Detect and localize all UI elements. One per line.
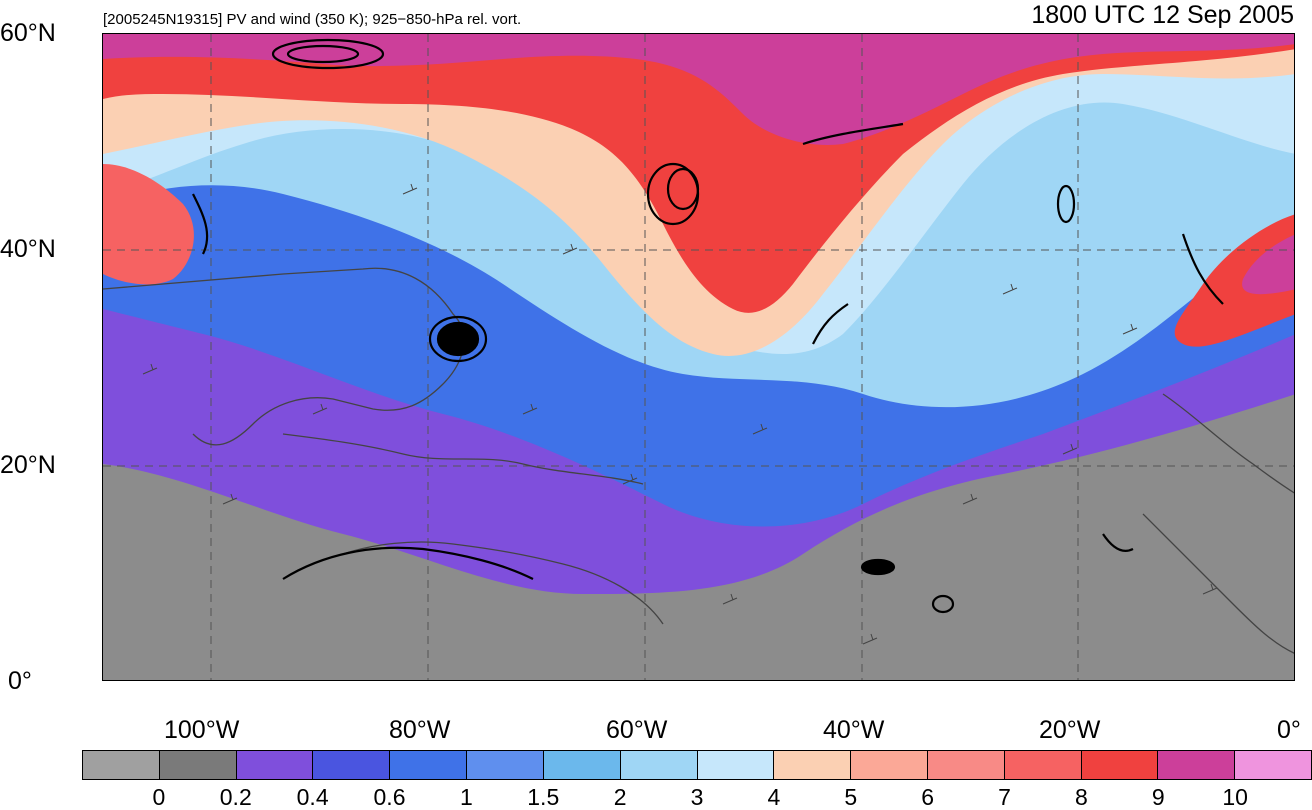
colorbar-swatch-3 — [313, 751, 391, 779]
colorbar-swatch-2 — [236, 751, 314, 779]
lon-label-20w: 20°W — [1039, 716, 1101, 744]
pv-east-red — [1174, 214, 1294, 347]
colorbar-swatch-14 — [1158, 751, 1236, 779]
pv-colorbar — [82, 750, 1312, 780]
colorbar-swatch-12 — [1004, 751, 1082, 779]
pv-magenta-top — [103, 34, 1294, 145]
colorbar-swatch-7 — [620, 751, 698, 779]
colorbar-label: 0.4 — [296, 784, 329, 810]
colorbar-swatch-8 — [697, 751, 775, 779]
colorbar-swatch-9 — [774, 751, 852, 779]
lat-label-60n: 60°N — [0, 19, 56, 47]
graticule — [103, 34, 1294, 680]
colorbar-swatch-11 — [927, 751, 1005, 779]
coastlines — [103, 267, 1294, 654]
colorbar-swatch-6 — [543, 751, 621, 779]
colorbar-label: 0 — [152, 784, 166, 810]
colorbar-label: 6 — [921, 784, 935, 810]
colorbar-swatch-13 — [1081, 751, 1159, 779]
colorbar-swatch-15 — [1235, 751, 1311, 779]
lon-label-40w: 40°W — [823, 716, 885, 744]
colorbar-label: 3 — [690, 784, 704, 810]
map-title: 1800 UTC 12 Sep 2005 — [1031, 1, 1294, 29]
colorbar-label: 5 — [844, 784, 858, 810]
colorbar-label: 9 — [1151, 784, 1165, 810]
lat-label-0: 0° — [8, 667, 32, 695]
colorbar-swatch-1 — [159, 751, 237, 779]
lon-label-80w: 80°W — [389, 716, 451, 744]
wind-barbs — [142, 183, 1218, 645]
colorbar-label: 2 — [613, 784, 627, 810]
pv-west-red — [103, 164, 194, 285]
pv-red-core — [103, 34, 1294, 313]
colorbar-label: 1 — [459, 784, 473, 810]
colorbar-label: 8 — [1074, 784, 1088, 810]
lon-label-0: 0° — [1277, 716, 1301, 744]
vorticity-contours — [192, 38, 1224, 614]
colorbar-label: 7 — [998, 784, 1011, 810]
colorbar-label: 0.6 — [373, 784, 406, 810]
colorbar-label: 4 — [767, 784, 781, 810]
colorbar-swatch-0 — [83, 751, 160, 779]
colorbar-swatch-5 — [467, 751, 544, 779]
colorbar-swatch-4 — [390, 751, 468, 779]
map-subtitle: [2005245N19315] PV and wind (350 K); 925… — [103, 11, 522, 28]
colorbar-label: 1.5 — [527, 784, 560, 810]
pv-map — [103, 34, 1294, 680]
map-panel — [102, 33, 1295, 681]
colorbar-label: 10 — [1222, 784, 1248, 810]
lat-label-20n: 20°N — [0, 451, 56, 479]
colorbar-swatch-10 — [851, 751, 928, 779]
lon-label-100w: 100°W — [164, 716, 240, 744]
lon-label-60w: 60°W — [606, 716, 668, 744]
colorbar-label: 0.2 — [219, 784, 252, 810]
lat-label-40n: 40°N — [0, 235, 56, 263]
